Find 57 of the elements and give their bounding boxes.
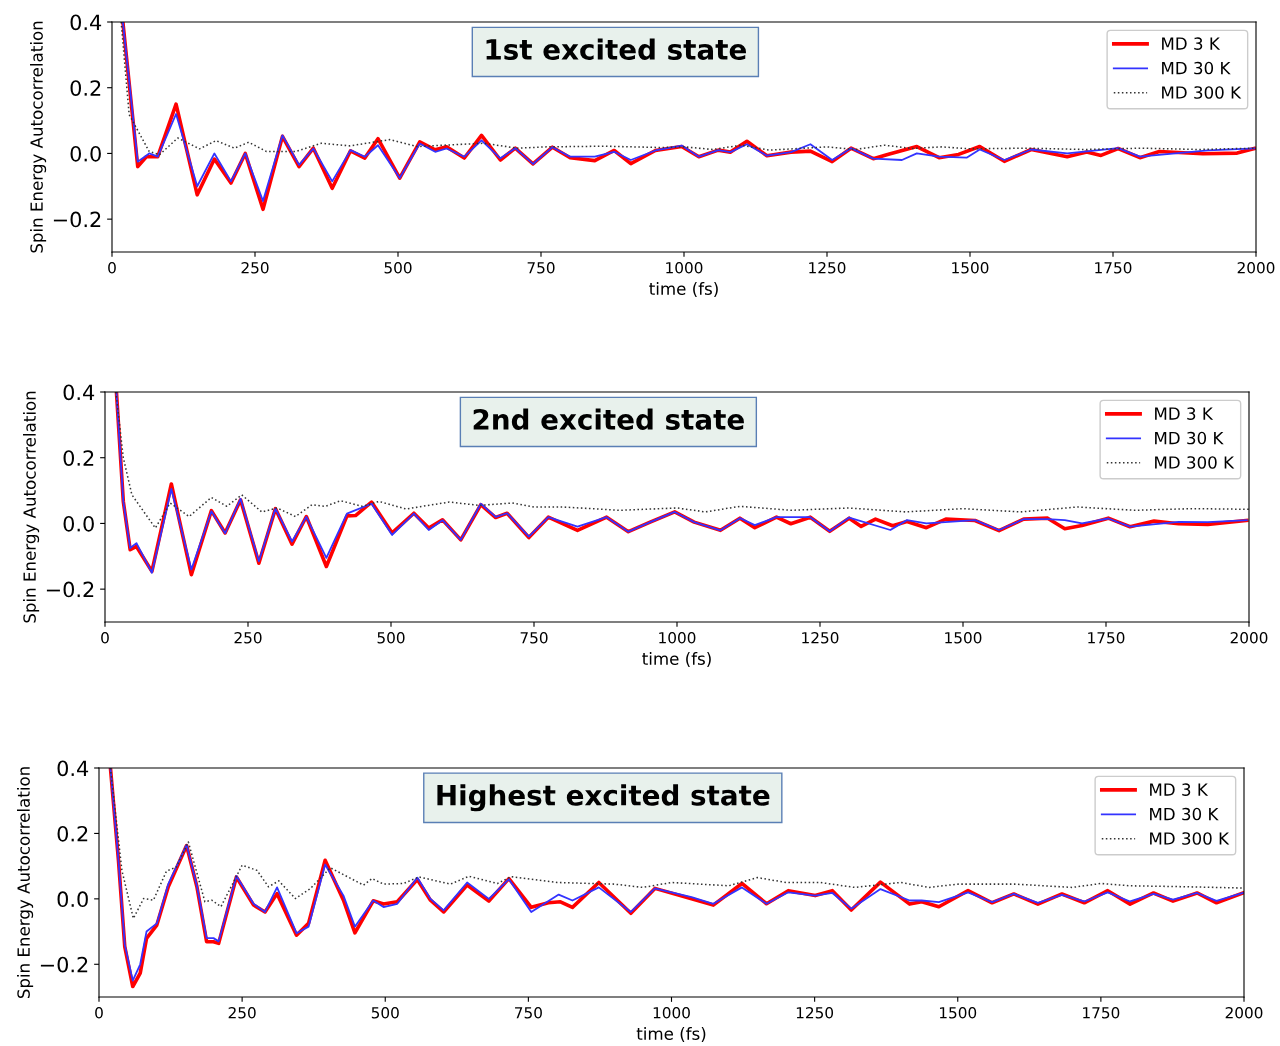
x-tick-label: 2000 [1225, 1006, 1263, 1019]
legend-label: MD 300 K [1162, 86, 1242, 99]
chart-title: 1st excited state [486, 38, 746, 60]
x-tick-label: 500 [377, 631, 405, 644]
y-tick-label: −0.2 [40, 956, 88, 973]
y-tick-label: 0.0 [57, 891, 88, 908]
legend-label: MD 3 K [1162, 37, 1221, 50]
x-tick-label: 500 [384, 261, 412, 274]
legend-label: MD 3 K [1150, 783, 1209, 796]
x-tick-label: 1250 [796, 1006, 834, 1019]
x-tick-label: 1000 [653, 1006, 690, 1019]
y-tick-label: 0.0 [70, 145, 101, 162]
x-axis-title: time (fs) [636, 1027, 706, 1042]
y-axis-title: Spin Energy Autocorrelation [23, 391, 40, 623]
x-tick-label: 1250 [809, 261, 846, 274]
legend-label: MD 3 K [1155, 407, 1214, 420]
chart-title: 2nd excited state [473, 408, 744, 430]
x-tick-label: 250 [228, 1006, 256, 1019]
x-tick-label: 0 [101, 631, 109, 644]
legend-label: MD 30 K [1150, 807, 1219, 821]
x-tick-label: 750 [527, 261, 555, 274]
x-tick-label: 2000 [1230, 631, 1268, 644]
x-tick-label: 1500 [939, 1006, 977, 1019]
y-tick-label: 0.0 [63, 515, 94, 532]
x-tick-label: 1500 [945, 631, 982, 644]
x-tick-label: 1750 [1095, 261, 1132, 274]
y-tick-label: 0.2 [57, 825, 88, 842]
x-axis-title: time (fs) [642, 652, 711, 667]
text: Highest excited state [437, 784, 770, 812]
x-tick-label: 250 [241, 261, 269, 274]
x-tick-label: 1250 [802, 631, 839, 644]
legend-label: MD 300 K [1155, 456, 1235, 469]
x-tick-label: 0 [95, 1006, 103, 1019]
legend-label: MD 30 K [1155, 431, 1224, 445]
y-tick-label: 0.4 [57, 760, 89, 777]
x-tick-label: 2000 [1237, 261, 1275, 274]
x-tick-label: 1500 [952, 261, 989, 274]
legend-label: MD 30 K [1162, 61, 1231, 75]
x-tick-label: 1750 [1088, 631, 1125, 644]
y-tick-label: 0.2 [70, 80, 101, 96]
x-axis-title: time (fs) [649, 282, 718, 297]
x-tick-label: 1000 [659, 631, 696, 644]
x-tick-label: 1000 [666, 261, 703, 274]
y-tick-label: −0.2 [53, 211, 101, 228]
y-tick-label: 0.2 [63, 450, 94, 466]
x-tick-label: 1750 [1083, 1006, 1120, 1019]
y-tick-label: −0.2 [46, 581, 94, 598]
x-tick-label: 750 [515, 1006, 542, 1019]
y-tick-label: 0.4 [63, 384, 95, 401]
x-tick-label: 750 [520, 631, 548, 644]
x-tick-label: 250 [234, 631, 262, 644]
y-axis-title: Spin Energy Autocorrelation [30, 21, 47, 253]
y-axis-title: Spin Energy Autocorrelation [17, 767, 34, 999]
x-tick-label: 500 [371, 1006, 399, 1019]
legend-label: MD 300 K [1150, 832, 1230, 845]
x-tick-label: 0 [108, 261, 116, 274]
y-tick-label: 0.4 [70, 14, 102, 31]
